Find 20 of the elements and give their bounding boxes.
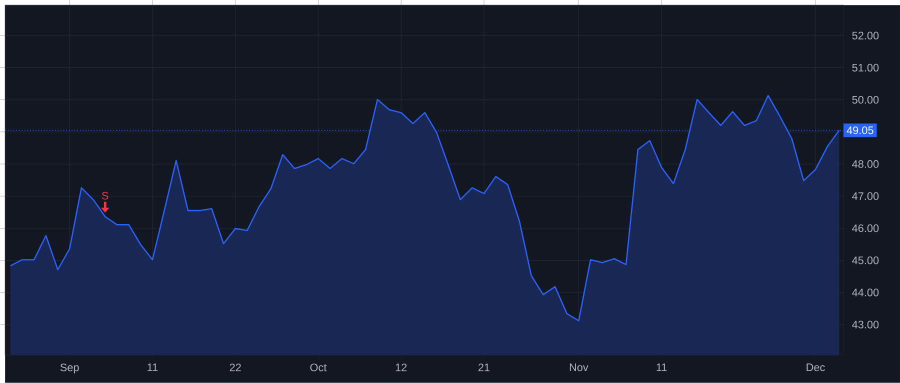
y-tick-label: 52.00 bbox=[852, 32, 879, 40]
y-tick-label: 46.00 bbox=[852, 224, 879, 232]
x-tick-label: Dec bbox=[806, 364, 825, 372]
x-tick-label: 22 bbox=[230, 364, 241, 372]
x-tick-label: 11 bbox=[656, 364, 667, 372]
y-tick-label: 48.00 bbox=[852, 160, 879, 168]
x-tick-label: Nov bbox=[570, 364, 588, 372]
y-tick-label: 50.00 bbox=[852, 96, 879, 104]
y-tick-label: 45.00 bbox=[852, 256, 879, 264]
x-tick-label: 12 bbox=[396, 364, 407, 372]
x-tick-label: 21 bbox=[478, 364, 490, 372]
x-tick-label: Sep bbox=[60, 364, 79, 374]
y-tick-label: 43.00 bbox=[852, 320, 879, 328]
y-tick-label: 44.00 bbox=[852, 288, 879, 296]
x-tick-label: Oct bbox=[310, 364, 327, 372]
annotation: S bbox=[102, 192, 108, 200]
ref-line-label: 49.05 bbox=[846, 126, 874, 134]
y-tick-label: 51.00 bbox=[852, 64, 879, 72]
y-tick-label: 47.00 bbox=[852, 192, 879, 200]
x-tick-label: 11 bbox=[148, 364, 158, 372]
